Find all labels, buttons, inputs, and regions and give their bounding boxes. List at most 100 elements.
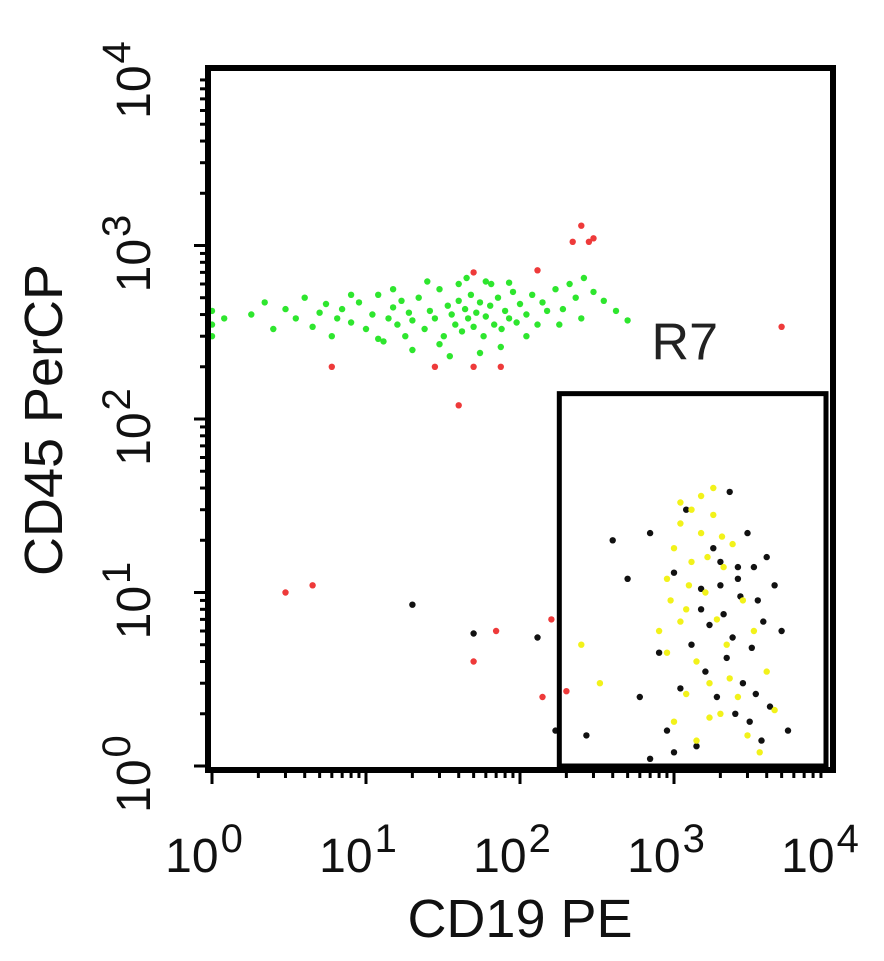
data-point (498, 325, 505, 333)
data-point (415, 294, 422, 301)
data-point (322, 300, 330, 308)
y-tick-label: 104 (95, 41, 161, 119)
data-point (748, 644, 755, 651)
data-point (491, 321, 498, 328)
data-point (409, 346, 416, 354)
data-point (683, 606, 690, 613)
data-point (693, 737, 700, 744)
data-point (328, 333, 335, 340)
y-tick-label: 103 (95, 215, 161, 293)
data-point (463, 274, 470, 282)
data-point (720, 611, 727, 618)
data-point (720, 563, 727, 571)
data-point (282, 305, 289, 313)
data-point (221, 315, 228, 322)
data-point (693, 658, 700, 665)
data-point (710, 484, 717, 492)
data-point (347, 319, 355, 326)
data-point (713, 616, 721, 623)
data-point (389, 286, 397, 293)
data-point (702, 589, 709, 596)
y-tick-label-group: 104 (95, 41, 161, 119)
data-point (723, 641, 730, 648)
data-point (369, 311, 376, 318)
data-point (480, 333, 487, 340)
data-point (688, 558, 695, 566)
data-point (455, 297, 462, 304)
data-point (754, 597, 761, 604)
data-point (697, 492, 705, 500)
data-point (328, 363, 335, 370)
data-point (440, 333, 447, 340)
data-points (208, 222, 792, 762)
data-point (380, 338, 387, 345)
data-point (482, 278, 489, 285)
data-point (455, 280, 462, 288)
data-point (771, 706, 778, 714)
data-point (309, 582, 316, 589)
data-point (739, 680, 747, 687)
data-point (624, 317, 631, 324)
data-point (534, 634, 541, 641)
data-point (394, 321, 401, 328)
data-point (636, 693, 643, 701)
data-point (301, 294, 308, 301)
data-point (534, 267, 541, 274)
data-point (566, 280, 573, 288)
data-point (552, 286, 559, 293)
data-point (492, 627, 500, 635)
y-tick-labels: 100 101 102 103 104 (95, 41, 161, 813)
x-tick-label: 101 (319, 817, 397, 883)
data-point (501, 307, 509, 315)
data-point (505, 279, 513, 286)
data-point (402, 333, 409, 340)
data-point (426, 307, 434, 315)
data-point (717, 582, 724, 589)
data-point (734, 563, 742, 571)
data-point (248, 311, 255, 318)
data-point (710, 511, 717, 519)
data-point (431, 363, 439, 370)
data-point (539, 693, 546, 701)
data-point (505, 315, 513, 322)
data-point (580, 274, 588, 282)
data-point (596, 680, 604, 687)
data-point (697, 585, 705, 592)
data-point (590, 235, 597, 242)
data-point (784, 727, 792, 734)
data-point (693, 743, 700, 750)
data-point (726, 675, 733, 682)
data-point (516, 300, 524, 308)
data-point (470, 658, 477, 665)
data-point (677, 618, 684, 625)
x-tick-label: 104 (781, 817, 859, 883)
y-tick-label-group: 100 (95, 735, 161, 813)
data-point (578, 315, 585, 322)
data-point (431, 315, 439, 322)
plot-frame (205, 65, 836, 773)
data-point (609, 537, 616, 544)
data-point (398, 297, 405, 304)
data-point (513, 319, 520, 326)
data-point (706, 680, 713, 687)
data-point (421, 325, 428, 333)
data-point (655, 627, 663, 635)
y-tick-label: 102 (95, 388, 161, 466)
data-point (663, 575, 671, 582)
data-point (556, 321, 563, 328)
data-point (744, 732, 751, 739)
data-point (655, 649, 663, 656)
data-point (409, 317, 416, 324)
data-point (756, 749, 763, 756)
data-point (464, 315, 472, 322)
data-point (726, 488, 733, 496)
data-point (771, 582, 778, 589)
data-point (685, 582, 693, 589)
data-point (282, 589, 289, 596)
data-point (436, 286, 443, 293)
data-point (744, 529, 751, 537)
y-tick-label: 101 (95, 562, 161, 640)
data-point (470, 630, 477, 637)
data-point (375, 291, 382, 298)
y-tick-label-group: 101 (95, 562, 161, 640)
